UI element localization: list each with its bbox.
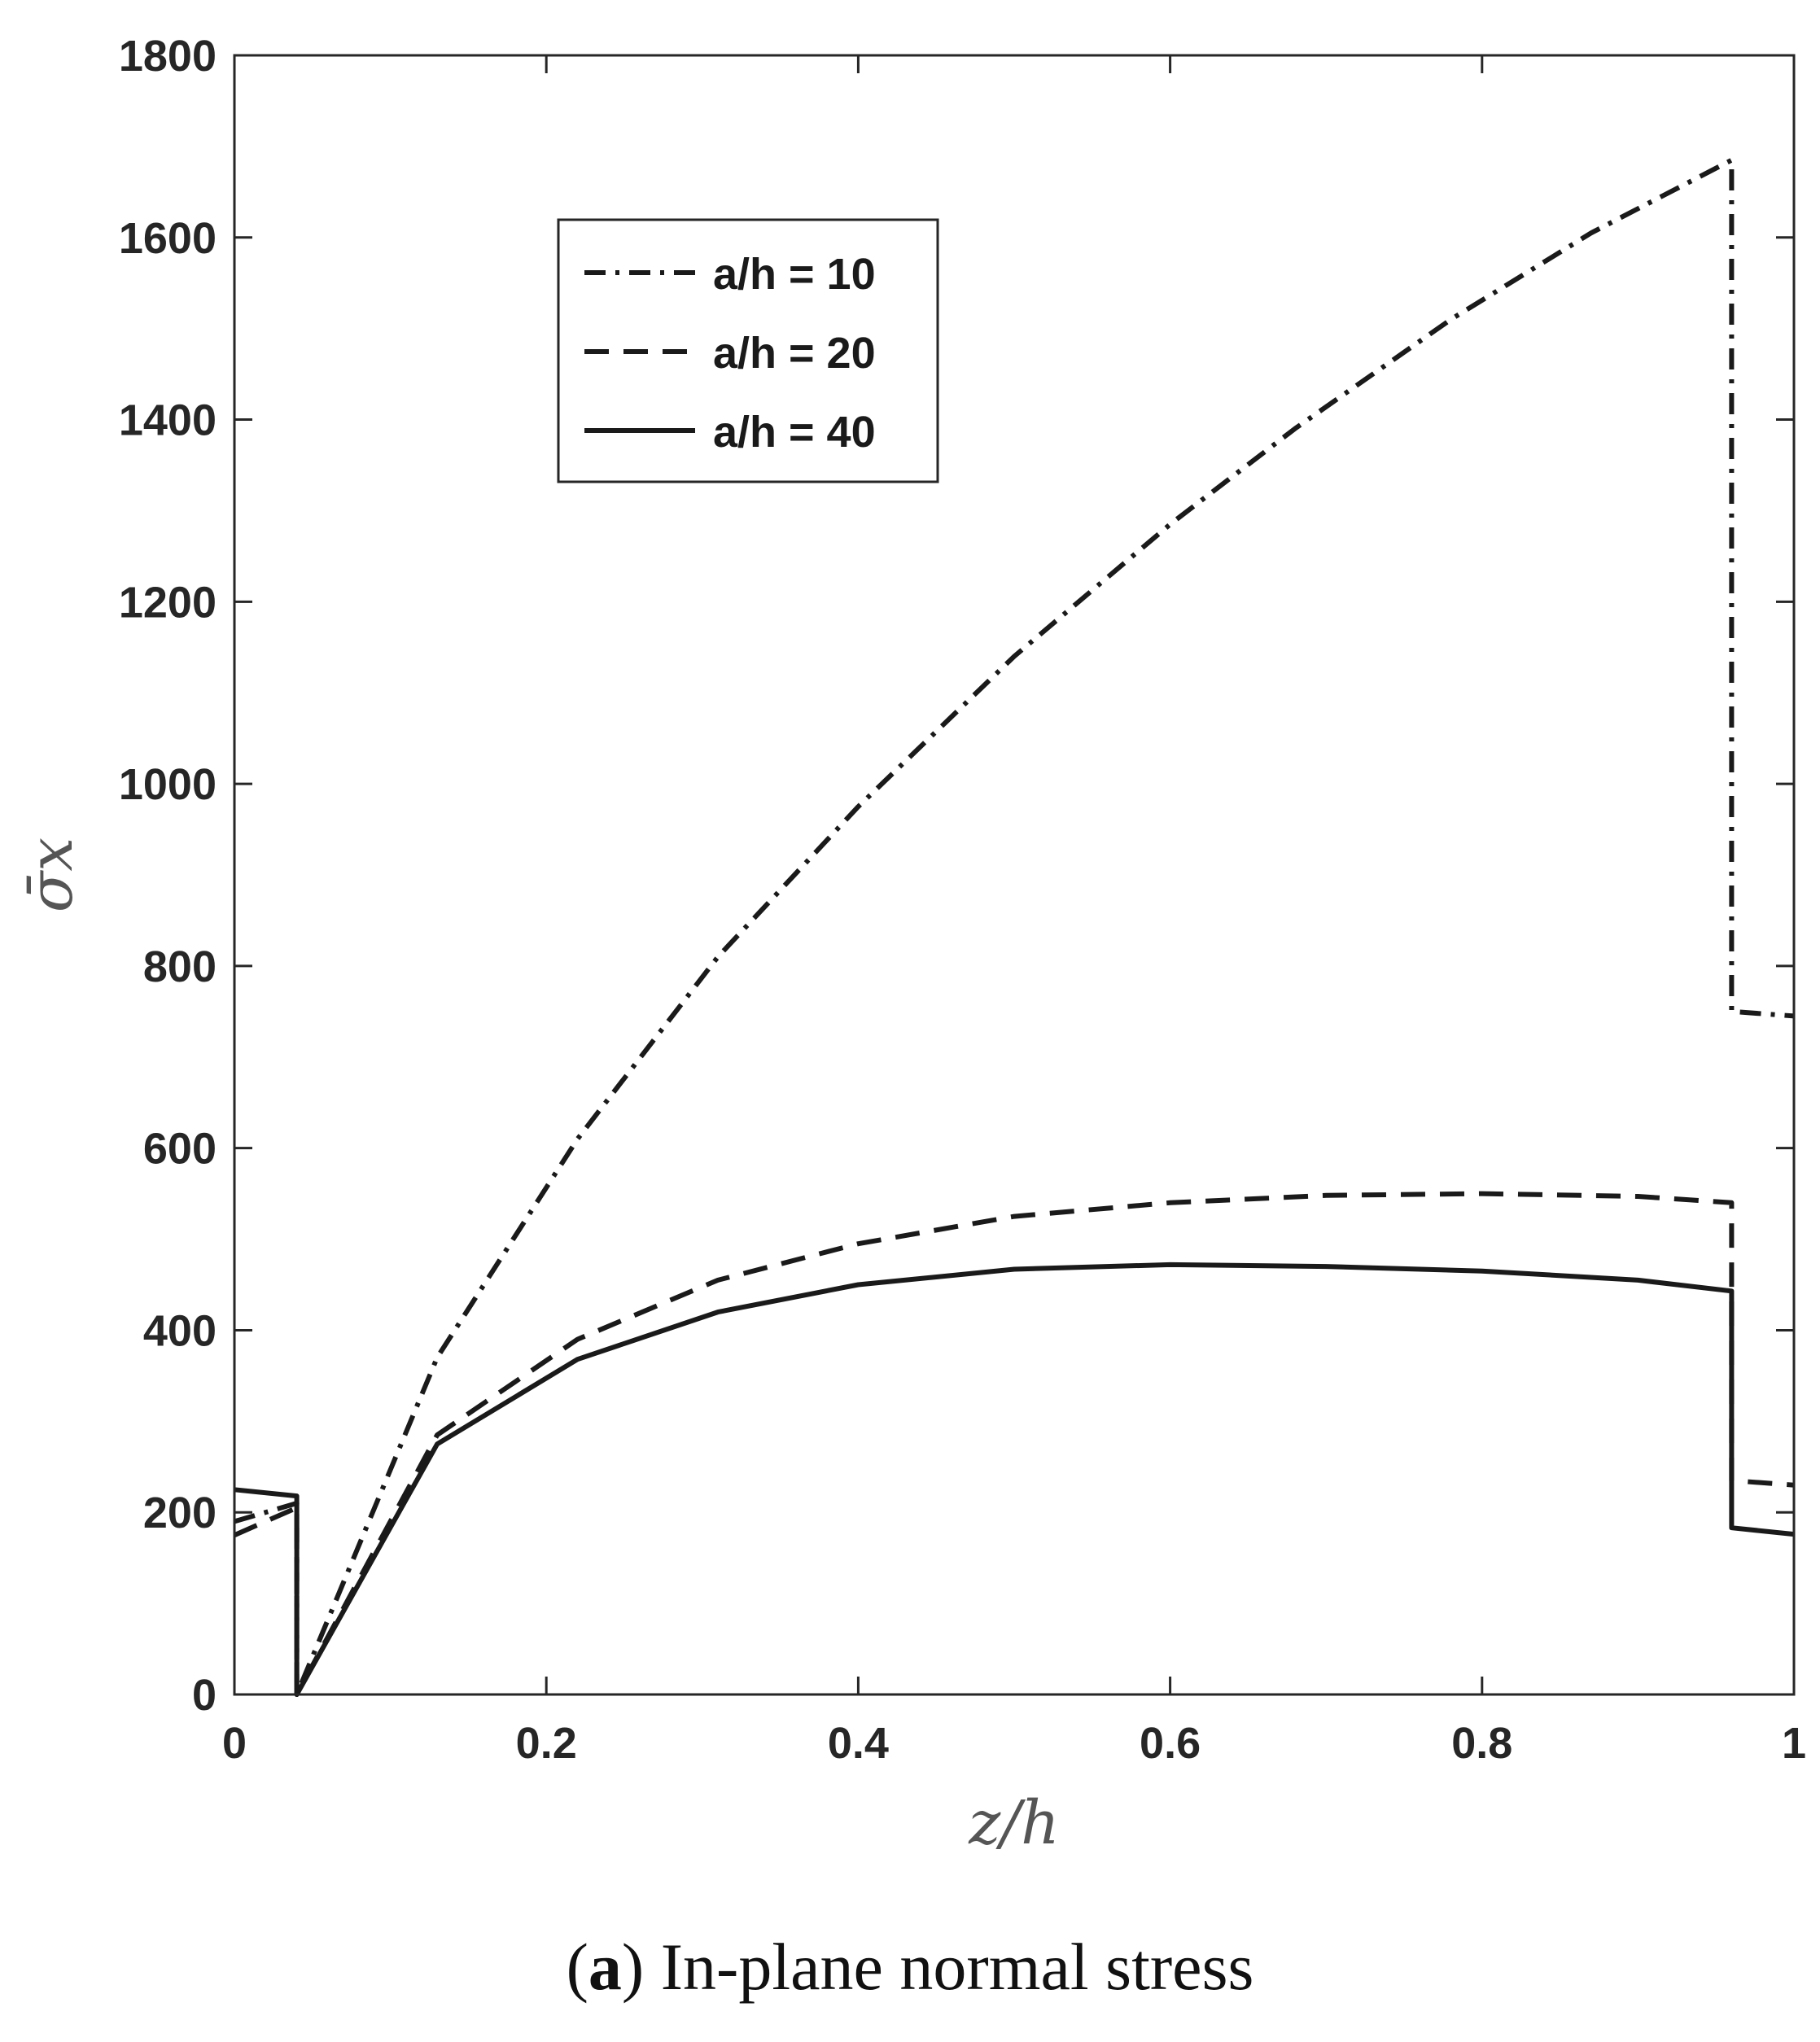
x-tick-label: 1 [1782,1719,1806,1768]
y-tick-label: 800 [143,942,217,991]
caption-letter: a [588,1930,622,2004]
legend-label: a/h = 40 [713,408,876,457]
y-axis-label: σ̄x [16,837,86,912]
x-tick-label: 0.8 [1451,1719,1512,1768]
y-tick-label: 1800 [119,32,217,81]
y-tick-label: 1400 [119,396,217,445]
y-tick-label: 1000 [119,760,217,809]
series-line-a-h-10 [234,157,1795,1697]
y-tick-label: 600 [143,1125,217,1174]
legend-label: a/h = 20 [713,329,876,378]
figure-caption: (a) In-plane normal stress [566,1930,1254,2004]
tick-labels: 0 0.2 0.4 0.6 0.8 1 0 200 400 600 800 1000 1200 1400 1… [119,32,1806,1768]
x-tick-label: 0.2 [516,1719,577,1768]
x-tick-label: 0.4 [828,1719,889,1768]
x-axis-label: z/h [968,1788,1060,1858]
caption-text: In-plane normal stress [644,1930,1254,2004]
legend-label: a/h = 10 [713,250,876,299]
tick-marks [233,54,1796,1696]
y-tick-label: 0 [192,1671,217,1720]
series-lines [233,157,1795,1697]
series-line-a-h-40 [234,1261,1795,1697]
y-tick-label: 200 [143,1489,217,1537]
x-tick-label: 0 [222,1719,247,1768]
legend: a/h = 10 a/h = 20 a/h = 40 [557,218,939,483]
y-tick-label: 1600 [119,214,217,263]
plot-frame [233,54,1796,1696]
x-tick-label: 0.6 [1140,1719,1201,1768]
y-tick-label: 1200 [119,578,217,627]
legend-box [557,218,939,483]
y-tick-label: 400 [143,1306,217,1355]
